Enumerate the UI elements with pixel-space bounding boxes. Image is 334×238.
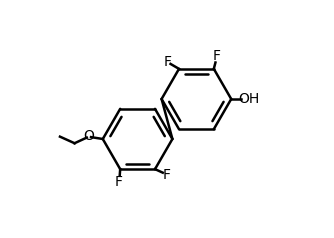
- Text: F: F: [213, 49, 221, 63]
- Text: OH: OH: [238, 92, 260, 106]
- Text: F: F: [164, 55, 172, 69]
- Text: F: F: [162, 168, 170, 182]
- Text: F: F: [115, 175, 123, 189]
- Text: O: O: [83, 129, 94, 143]
